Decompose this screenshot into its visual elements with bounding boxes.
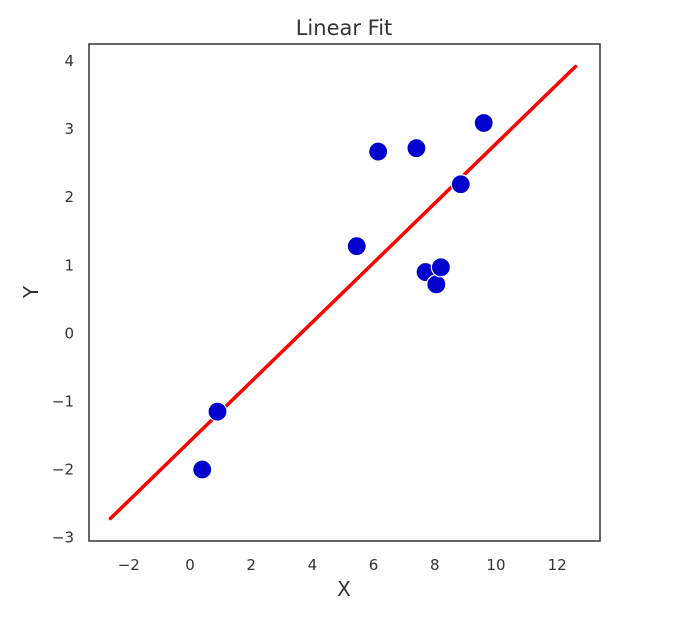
y-tick-label: 0 <box>64 324 74 342</box>
x-tick-label: 2 <box>246 556 256 574</box>
data-point <box>473 112 494 134</box>
x-axis-ticks: −2 0 2 4 6 8 10 12 <box>118 556 567 574</box>
x-tick-label: 0 <box>185 556 195 574</box>
y-tick-label: 1 <box>64 256 74 274</box>
scatter-points <box>192 112 494 480</box>
y-axis-label: Y <box>19 285 43 299</box>
y-tick-label: 2 <box>64 188 74 206</box>
data-point <box>430 257 451 278</box>
data-point <box>368 141 389 162</box>
x-tick-label: 4 <box>308 556 318 574</box>
data-point <box>207 401 228 422</box>
data-point <box>346 236 367 257</box>
data-point <box>450 174 471 195</box>
x-tick-label: −2 <box>118 556 140 574</box>
x-tick-label: 10 <box>486 556 505 574</box>
y-tick-label: 3 <box>64 120 74 138</box>
x-tick-label: 6 <box>369 556 379 574</box>
data-point <box>406 138 427 159</box>
x-axis-label: X <box>337 577 351 601</box>
chart-title: Linear Fit <box>296 16 393 40</box>
fit-line-layer <box>108 64 578 521</box>
y-axis-ticks: −3 −2 −1 0 1 2 3 4 <box>52 52 74 547</box>
data-point <box>192 459 213 480</box>
y-tick-label: −1 <box>52 392 74 410</box>
y-tick-label: −3 <box>52 529 74 547</box>
x-tick-label: 12 <box>548 556 567 574</box>
fit-line <box>108 64 578 521</box>
data-point <box>426 274 447 295</box>
y-tick-label: −2 <box>52 461 74 479</box>
y-tick-label: 4 <box>64 52 74 70</box>
x-tick-label: 8 <box>430 556 440 574</box>
